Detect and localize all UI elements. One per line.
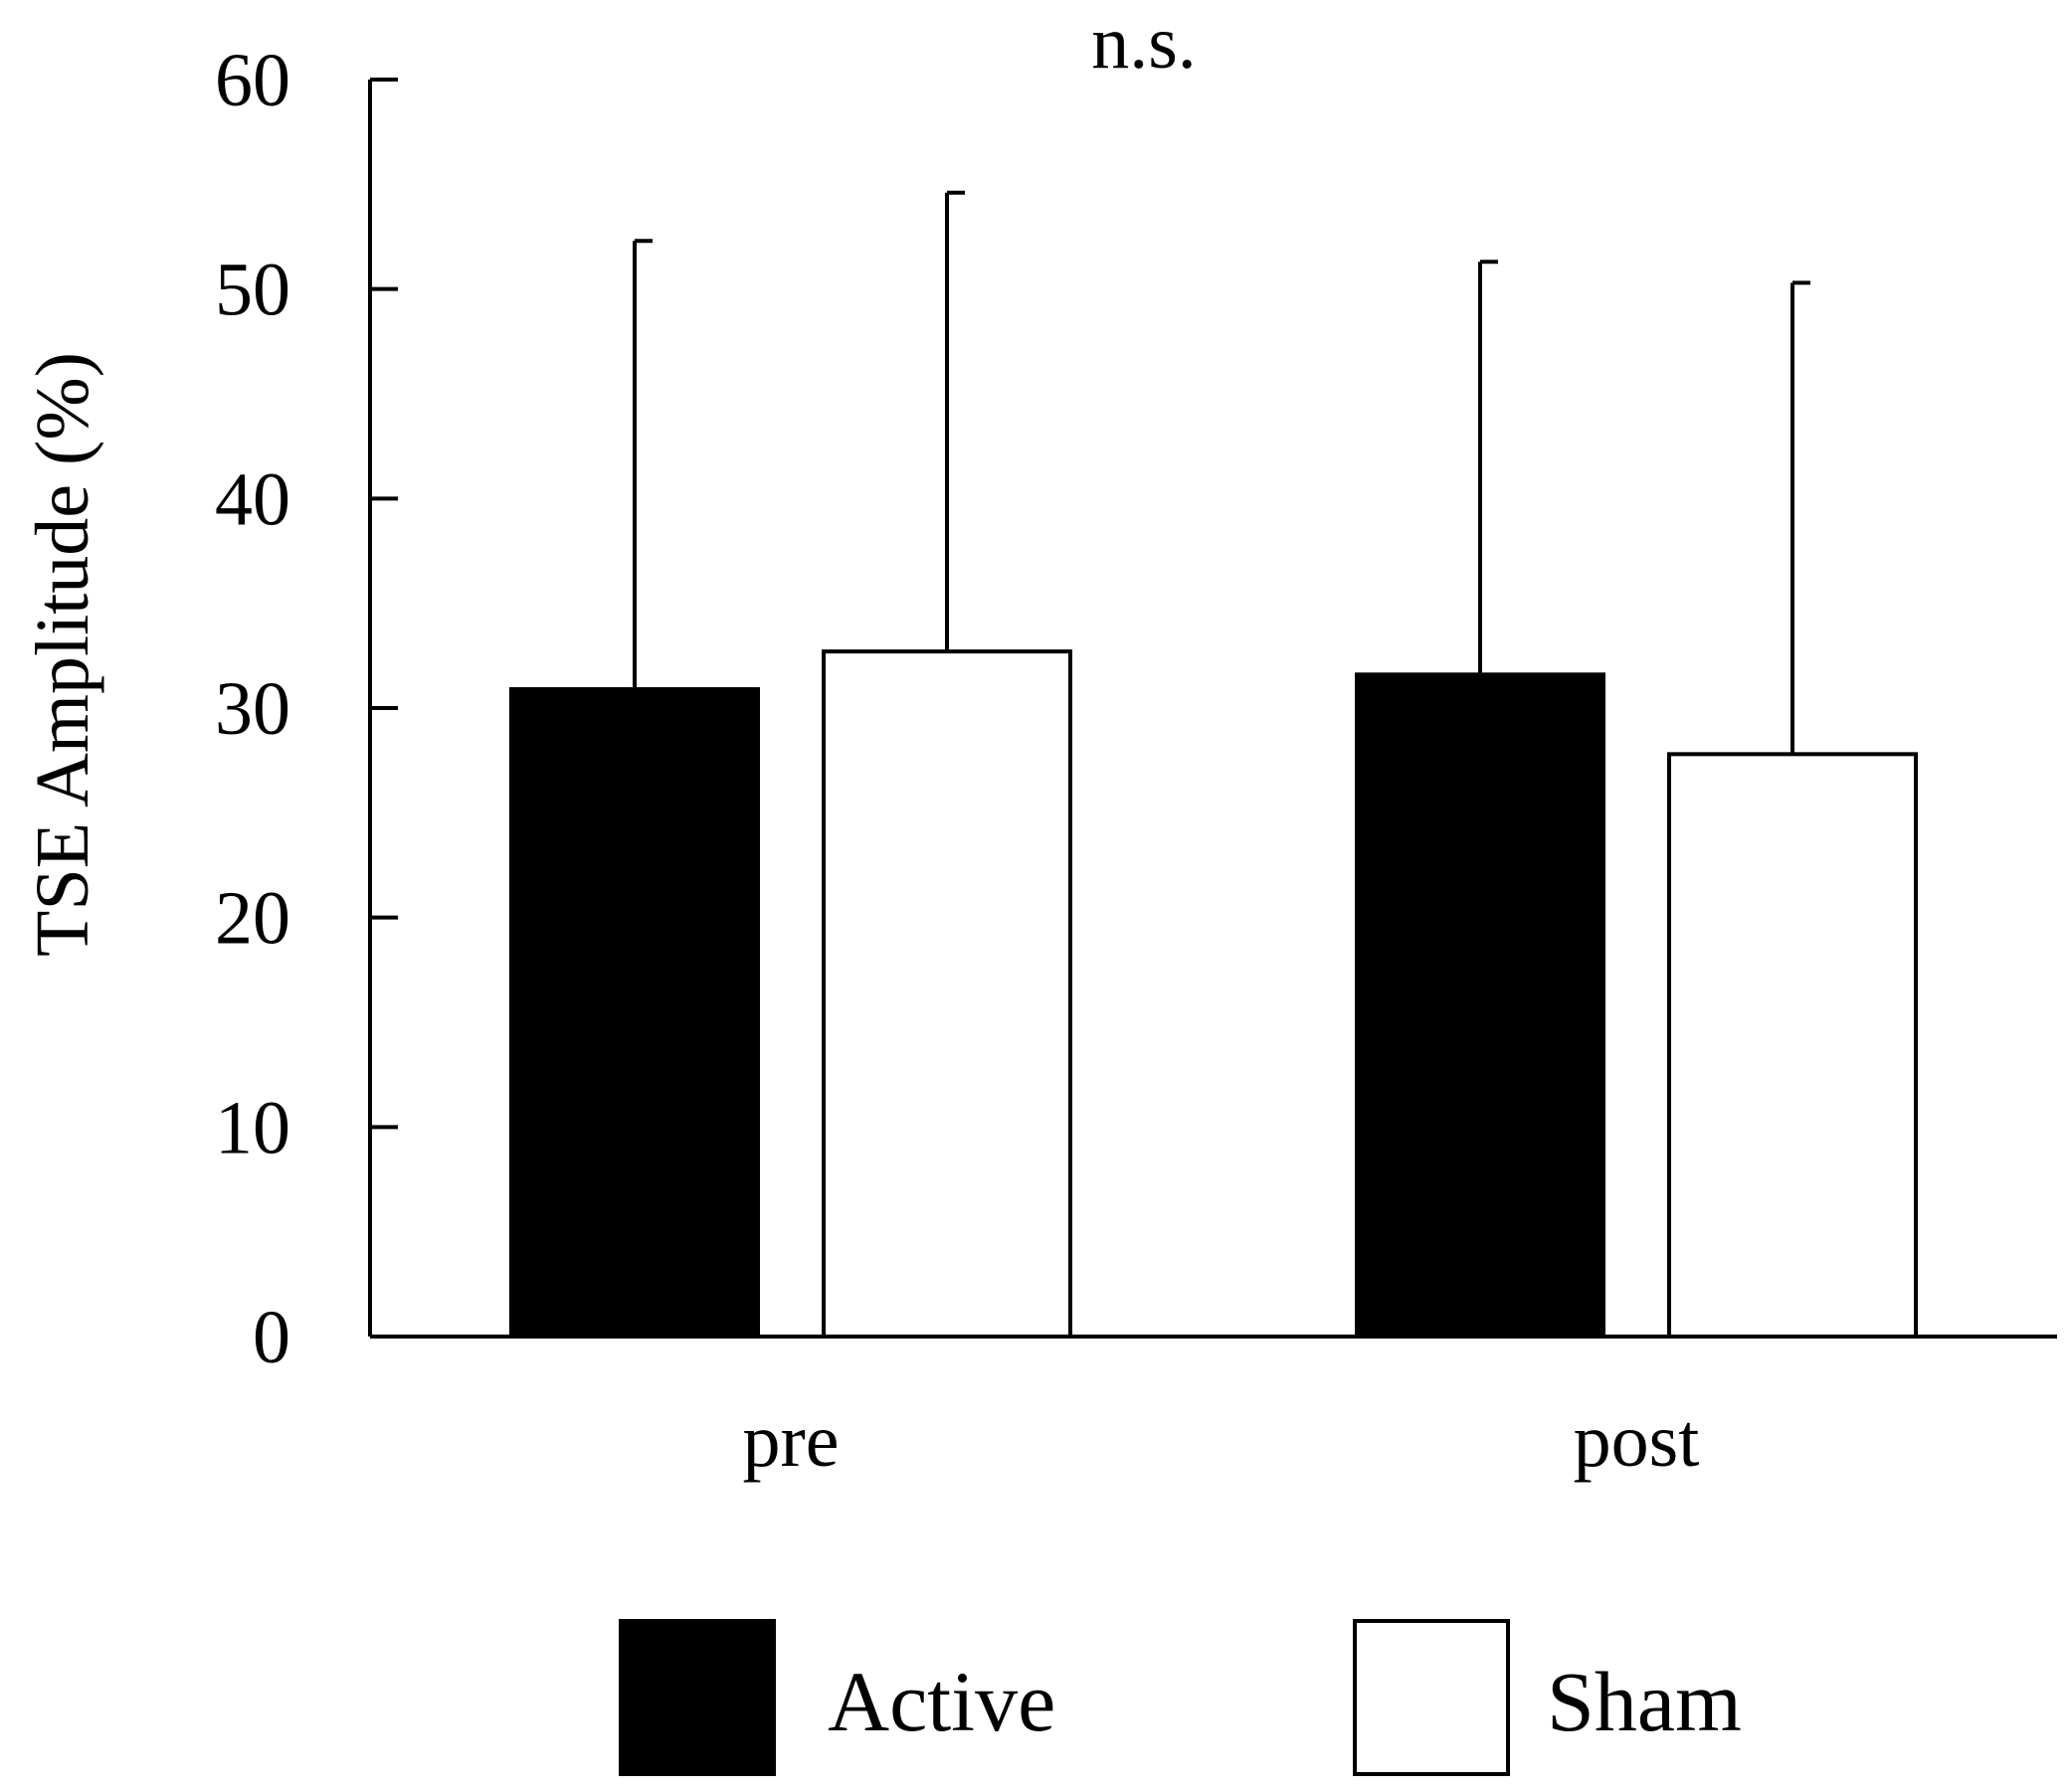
y-tick-label: 10 — [215, 1086, 290, 1169]
legend-label-sham: Sham — [1547, 1654, 1742, 1749]
legend: Active Sham — [619, 1619, 1742, 1776]
y-tick-label: 40 — [215, 457, 290, 541]
y-tick-label: 30 — [215, 667, 290, 751]
legend-label-active: Active — [828, 1654, 1055, 1749]
y-tick-label: 20 — [215, 877, 290, 961]
y-tick-label: 50 — [215, 249, 290, 332]
y-axis-label: TSE Amplitude (%) — [21, 352, 104, 957]
x-category-label-post: post — [1574, 1399, 1700, 1483]
y-tick-label: 0 — [253, 1296, 290, 1379]
x-category-label-pre: pre — [742, 1399, 839, 1483]
y-tick-label: 60 — [215, 39, 290, 122]
significance-annotation: n.s. — [1091, 1, 1197, 85]
bar-sham-pre — [822, 649, 1072, 1339]
bar-active-pre — [509, 687, 760, 1339]
bar-active-post — [1355, 672, 1605, 1339]
bar-sham-post — [1667, 752, 1918, 1339]
bars — [509, 190, 1918, 1339]
legend-swatch-active — [619, 1619, 776, 1776]
axes: 0 10 20 30 40 50 60 pre post — [215, 39, 2057, 1483]
legend-swatch-sham — [1353, 1619, 1510, 1776]
